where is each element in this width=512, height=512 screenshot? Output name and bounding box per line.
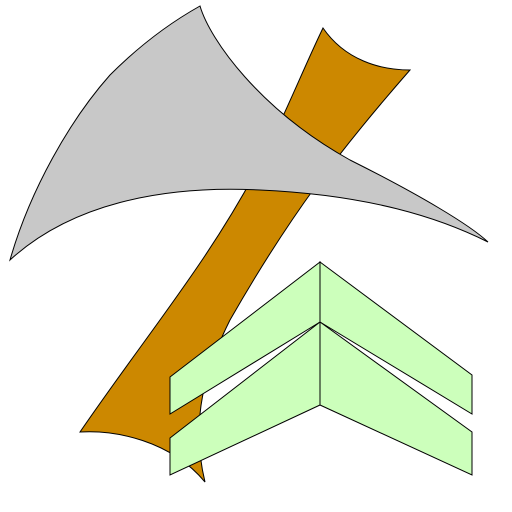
chevron-lower-right: [319, 321, 473, 476]
chevron-lower: [169, 320, 473, 476]
axe-icon: [9, 5, 489, 483]
chevron-upper-right: [319, 261, 473, 415]
axe-blade: [9, 5, 489, 262]
